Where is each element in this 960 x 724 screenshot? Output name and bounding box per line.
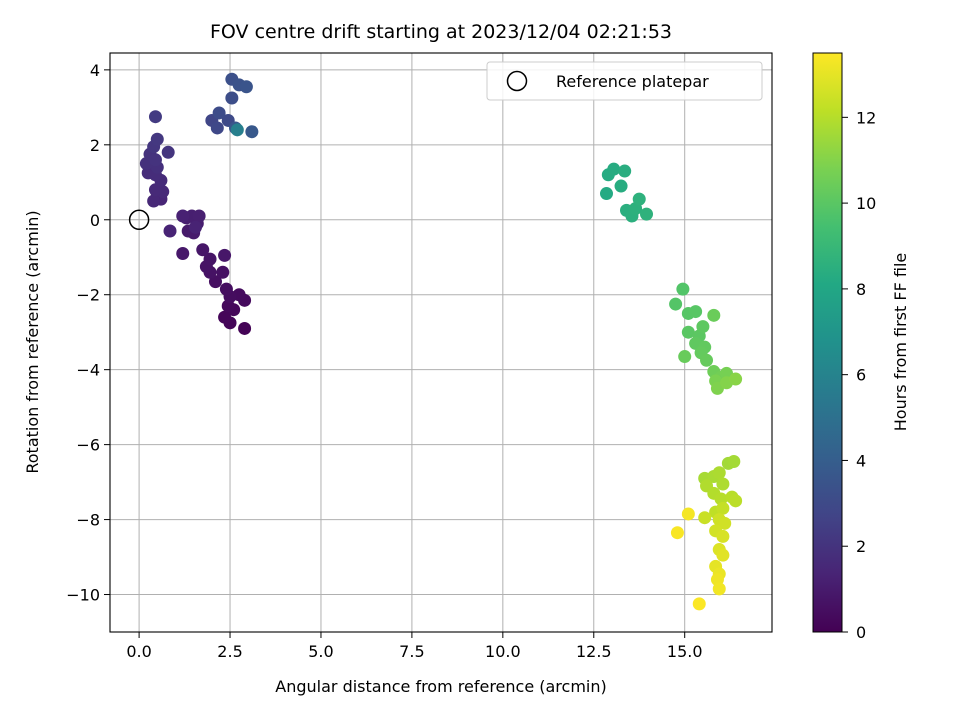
- data-point: [176, 209, 190, 223]
- data-point: [692, 597, 706, 611]
- data-point: [718, 516, 732, 530]
- data-point: [148, 153, 162, 167]
- colorbar-tick-label: 2: [856, 537, 866, 556]
- data-point: [698, 511, 712, 525]
- data-point: [218, 310, 232, 324]
- data-point: [632, 192, 646, 206]
- y-axis-label: Rotation from reference (arcmin): [23, 210, 42, 473]
- data-point: [716, 548, 730, 562]
- data-point: [614, 179, 628, 193]
- x-tick-label: 15.0: [667, 642, 703, 661]
- data-point: [192, 209, 206, 223]
- colorbar-tick-label: 12: [856, 108, 876, 127]
- data-point: [150, 132, 164, 146]
- axis-ticks: 0.0 2.5 5.0 7.5 10.0 12.5 15.0 −10 −8 −6 −4 −2 0 2 4: [66, 61, 702, 661]
- x-tick-label: 10.0: [485, 642, 521, 661]
- x-tick-label: 7.5: [399, 642, 424, 661]
- data-point: [216, 265, 230, 279]
- data-point: [203, 252, 217, 266]
- legend: Reference platepar: [486, 61, 763, 101]
- data-point: [716, 477, 730, 491]
- legend-entry-reference-platepar: Reference platepar: [556, 72, 709, 91]
- data-point: [225, 91, 239, 105]
- colorbar: 0 2 4 6 8 10 12 Hours from first FF file: [812, 52, 910, 642]
- colorbar-tick-label: 4: [856, 451, 866, 470]
- legend-box: [486, 61, 763, 101]
- data-point: [210, 121, 224, 135]
- data-point: [681, 507, 695, 521]
- grid-lines: [110, 53, 772, 632]
- colorbar-tick-label: 10: [856, 194, 876, 213]
- data-point: [689, 305, 703, 319]
- data-point: [161, 145, 175, 159]
- x-tick-label: 12.5: [576, 642, 612, 661]
- colorbar-gradient: [812, 52, 843, 633]
- y-tick-label: −8: [76, 511, 100, 530]
- data-point: [729, 372, 743, 386]
- colorbar-label: Hours from first FF file: [891, 253, 910, 432]
- data-point: [607, 162, 621, 176]
- data-point: [712, 582, 726, 596]
- data-point: [712, 466, 726, 480]
- data-point: [188, 220, 202, 234]
- colorbar-tick-label: 6: [856, 366, 866, 385]
- data-point: [669, 297, 683, 311]
- plot-frame: [109, 52, 773, 633]
- data-point: [148, 110, 162, 124]
- data-point: [239, 80, 253, 94]
- data-point: [230, 123, 244, 137]
- data-point: [208, 275, 222, 289]
- x-tick-label: 2.5: [217, 642, 242, 661]
- data-point: [245, 125, 259, 139]
- data-point: [716, 501, 730, 515]
- data-point: [618, 164, 632, 178]
- data-point: [700, 353, 714, 367]
- data-point: [678, 350, 692, 364]
- data-point: [212, 106, 226, 120]
- data-point: [218, 248, 232, 262]
- reference-point-marker: [128, 209, 150, 231]
- data-point: [219, 282, 233, 296]
- legend-marker: [506, 70, 528, 92]
- x-tick-label: 0.0: [126, 642, 151, 661]
- colorbar-ticks: 0 2 4 6 8 10 12: [842, 108, 876, 642]
- data-point: [238, 321, 252, 335]
- colorbar-tick-label: 0: [856, 623, 866, 642]
- x-axis-label: Angular distance from reference (arcmin): [275, 677, 606, 696]
- data-point: [670, 526, 684, 540]
- data-point: [640, 207, 654, 221]
- y-tick-label: 2: [90, 136, 100, 155]
- data-point: [707, 308, 721, 322]
- data-point: [681, 325, 695, 339]
- colorbar-tick-label: 8: [856, 280, 866, 299]
- y-tick-label: 0: [90, 211, 100, 230]
- chart-title: FOV centre drift starting at 2023/12/04 …: [210, 21, 672, 43]
- x-tick-label: 5.0: [308, 642, 333, 661]
- data-point: [716, 529, 730, 543]
- data-points: [139, 72, 743, 611]
- data-point: [176, 246, 190, 260]
- y-tick-label: −2: [76, 286, 100, 305]
- data-point: [600, 187, 613, 201]
- y-tick-label: 4: [90, 61, 100, 80]
- data-point: [196, 243, 210, 257]
- data-point: [727, 454, 741, 468]
- y-tick-label: −10: [66, 586, 100, 605]
- data-point: [676, 282, 690, 296]
- data-point: [148, 183, 162, 197]
- data-point: [163, 224, 177, 238]
- y-tick-label: −4: [76, 361, 100, 380]
- y-tick-label: −6: [76, 436, 100, 455]
- data-point: [729, 494, 743, 508]
- data-point: [696, 320, 710, 334]
- data-point: [147, 194, 161, 208]
